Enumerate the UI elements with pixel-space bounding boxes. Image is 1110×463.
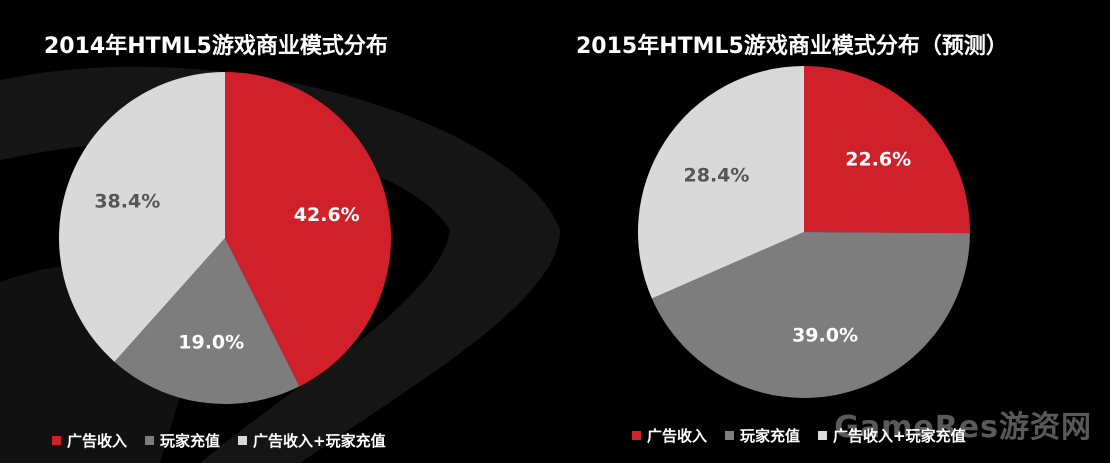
legend-label-player: 玩家充值 [740, 427, 801, 445]
legend-item-ad: 广告收入 [52, 430, 127, 451]
data-label-ad: 22.6% [845, 148, 911, 170]
legend-label-ad: 广告收入 [647, 427, 708, 445]
watermark-text: GameRes游资网 [834, 410, 1092, 445]
legend-swatch-player [145, 436, 155, 445]
legend-item-mixed: 广告收入+玩家充值 [238, 430, 386, 451]
legend-item-mixed: 广告收入+玩家充值 [818, 425, 966, 446]
legend-swatch-mixed [238, 436, 248, 445]
chart-title-2015: 2015年HTML5游戏商业模式分布（预测） [576, 34, 1008, 59]
pie-slice-mixed [59, 71, 226, 362]
data-label-ad: 42.6% [294, 204, 360, 226]
pie-slice-ad [225, 72, 391, 387]
legend-label-player: 玩家充值 [160, 432, 221, 450]
legend-item-player: 玩家充值 [725, 425, 800, 446]
legend-2014: 广告收入 玩家充值 广告收入+玩家充值 [52, 430, 404, 451]
chart-title-2014: 2014年HTML5游戏商业模式分布 [44, 34, 388, 59]
legend-swatch-mixed [818, 431, 828, 440]
pie-slice-player [114, 238, 300, 404]
legend-swatch-ad [52, 436, 61, 445]
legend-item-ad: 广告收入 [632, 425, 707, 446]
data-label-player: 19.0% [178, 332, 244, 354]
legend-swatch-player [725, 431, 735, 440]
pie-slice-mixed [638, 65, 804, 299]
pie-slice-player [651, 232, 970, 399]
legend-item-player: 玩家充值 [145, 430, 220, 451]
legend-label-ad: 广告收入 [67, 432, 128, 450]
data-label-mixed: 38.4% [94, 191, 160, 213]
data-label-mixed: 28.4% [684, 165, 750, 187]
legend-label-mixed: 广告收入+玩家充值 [253, 432, 386, 450]
legend-label-mixed: 广告收入+玩家充值 [833, 427, 966, 445]
legend-2015: 广告收入 玩家充值 广告收入+玩家充值 [632, 425, 984, 446]
pie-slice-ad [804, 66, 970, 234]
data-label-player: 39.0% [792, 324, 858, 346]
legend-swatch-ad [632, 431, 641, 440]
